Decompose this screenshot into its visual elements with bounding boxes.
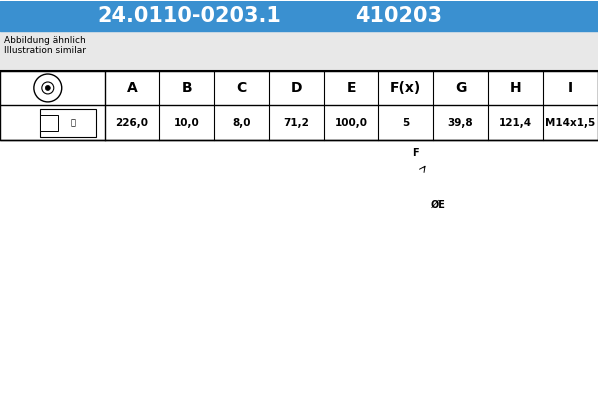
Bar (142, 262, 160, 280)
Text: 10,0: 10,0 (174, 118, 200, 128)
Bar (107, 210, 142, 228)
Circle shape (373, 150, 483, 260)
Circle shape (353, 130, 503, 280)
Circle shape (451, 238, 464, 252)
Bar (60, 164, 95, 192)
Text: ØH: ØH (173, 173, 190, 183)
Text: Illustration similar: Illustration similar (4, 46, 86, 55)
Bar (142, 76, 160, 280)
Text: 50.23: 50.23 (131, 166, 136, 186)
Circle shape (34, 74, 62, 102)
Text: E: E (346, 81, 356, 95)
Bar (63, 170, 142, 186)
Text: ØE: ØE (431, 200, 446, 210)
Bar (0, 140, 598, 399)
Text: 🔧: 🔧 (70, 118, 75, 127)
Text: M14x1,5: M14x1,5 (545, 118, 595, 128)
Text: Ø: Ø (45, 182, 52, 190)
Text: ØA: ØA (189, 173, 205, 183)
Bar (142, 76, 160, 94)
Text: 39,8: 39,8 (448, 118, 473, 128)
Bar (142, 76, 160, 94)
Text: 5: 5 (402, 118, 409, 128)
Text: D: D (106, 316, 113, 326)
Text: C (MTH): C (MTH) (163, 300, 208, 310)
Circle shape (42, 82, 54, 94)
Bar (142, 262, 160, 280)
Text: 226,0: 226,0 (115, 118, 148, 128)
Text: Abbildung ähnlich: Abbildung ähnlich (4, 36, 86, 45)
Text: G: G (455, 81, 466, 95)
Text: I: I (568, 81, 573, 95)
Circle shape (400, 177, 456, 233)
Text: 24.0110-0203.1: 24.0110-0203.1 (97, 6, 281, 26)
Bar (0, 1, 598, 31)
Circle shape (415, 192, 441, 218)
Text: Ø I: Ø I (53, 138, 68, 148)
Text: 121,4: 121,4 (499, 118, 532, 128)
Text: G: G (44, 173, 52, 183)
Text: F: F (412, 148, 418, 158)
Bar (142, 94, 160, 262)
Bar (107, 210, 142, 228)
Text: B: B (181, 81, 192, 95)
Bar (40, 115, 58, 131)
Bar (60, 164, 95, 192)
Circle shape (392, 169, 464, 241)
Circle shape (46, 86, 50, 90)
Text: 410203: 410203 (355, 6, 442, 26)
Circle shape (374, 183, 388, 196)
Bar (40, 109, 95, 137)
Circle shape (319, 96, 538, 314)
Text: 8,0: 8,0 (232, 118, 251, 128)
Circle shape (469, 183, 482, 196)
Text: H: H (509, 81, 521, 95)
Bar (107, 128, 142, 146)
Bar (95, 146, 142, 210)
Text: B: B (146, 300, 154, 310)
Circle shape (392, 238, 406, 252)
Text: D: D (290, 81, 302, 95)
Circle shape (311, 88, 546, 322)
Circle shape (383, 160, 473, 250)
Circle shape (406, 183, 450, 227)
Text: F(x): F(x) (390, 81, 421, 95)
Bar (95, 146, 142, 210)
Circle shape (421, 148, 435, 162)
Text: A: A (127, 81, 137, 95)
Text: 71,2: 71,2 (283, 118, 309, 128)
Bar (0, 31, 598, 70)
Bar (0, 70, 598, 140)
Text: 100,0: 100,0 (335, 118, 368, 128)
Bar (107, 128, 142, 146)
Text: C: C (236, 81, 247, 95)
